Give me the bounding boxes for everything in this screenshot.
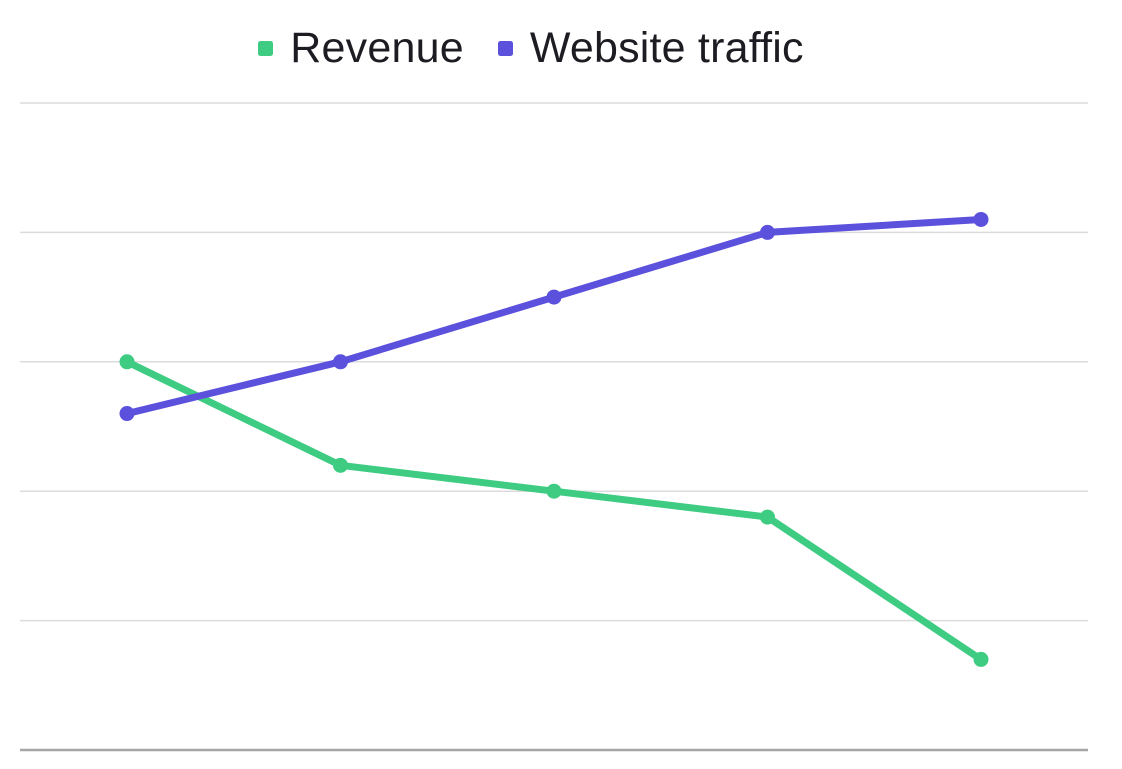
legend-item-website-traffic: Website traffic xyxy=(497,22,804,76)
legend-label-website-traffic: Website traffic xyxy=(529,24,804,72)
series-line-website-traffic xyxy=(123,215,985,418)
data-point xyxy=(119,406,135,422)
legend-swatch-website-traffic-icon xyxy=(497,41,513,57)
legend-swatch-revenue-icon xyxy=(258,41,274,57)
data-point xyxy=(760,509,775,525)
series-line-revenue xyxy=(123,358,985,663)
data-point xyxy=(546,483,562,499)
data-point xyxy=(333,457,348,473)
chart-legend: Revenue Website traffic xyxy=(0,22,1062,76)
data-point xyxy=(119,354,135,370)
data-point xyxy=(973,651,989,667)
legend-item-revenue: Revenue xyxy=(258,22,464,76)
data-point xyxy=(760,224,775,240)
data-point xyxy=(333,354,348,370)
data-point xyxy=(546,289,562,305)
legend-label-revenue: Revenue xyxy=(290,24,464,72)
data-point xyxy=(973,211,989,227)
